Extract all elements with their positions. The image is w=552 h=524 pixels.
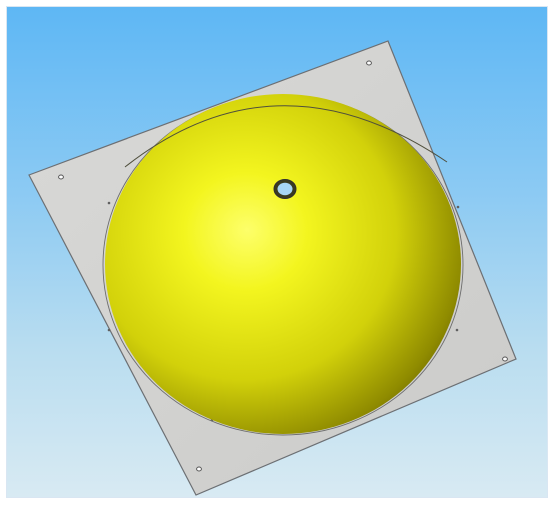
rim-mark bbox=[107, 201, 111, 205]
cad-model-canvas[interactable] bbox=[7, 7, 547, 497]
hemisphere-dome[interactable] bbox=[105, 94, 461, 434]
dome-top-hole[interactable] bbox=[273, 179, 297, 199]
mounting-hole-top-right bbox=[366, 60, 372, 66]
rim-mark bbox=[456, 205, 460, 209]
rim-mark bbox=[455, 328, 459, 332]
mounting-hole-bottom-right bbox=[502, 356, 508, 362]
mounting-hole-top-left bbox=[58, 174, 64, 180]
mounting-holes bbox=[58, 60, 508, 472]
dome-parting-line bbox=[124, 105, 448, 168]
dome-hole-inner bbox=[277, 182, 293, 196]
rim-mark bbox=[107, 328, 111, 332]
mounting-hole-bottom-left bbox=[196, 466, 202, 472]
cad-3d-viewport[interactable] bbox=[6, 6, 548, 498]
